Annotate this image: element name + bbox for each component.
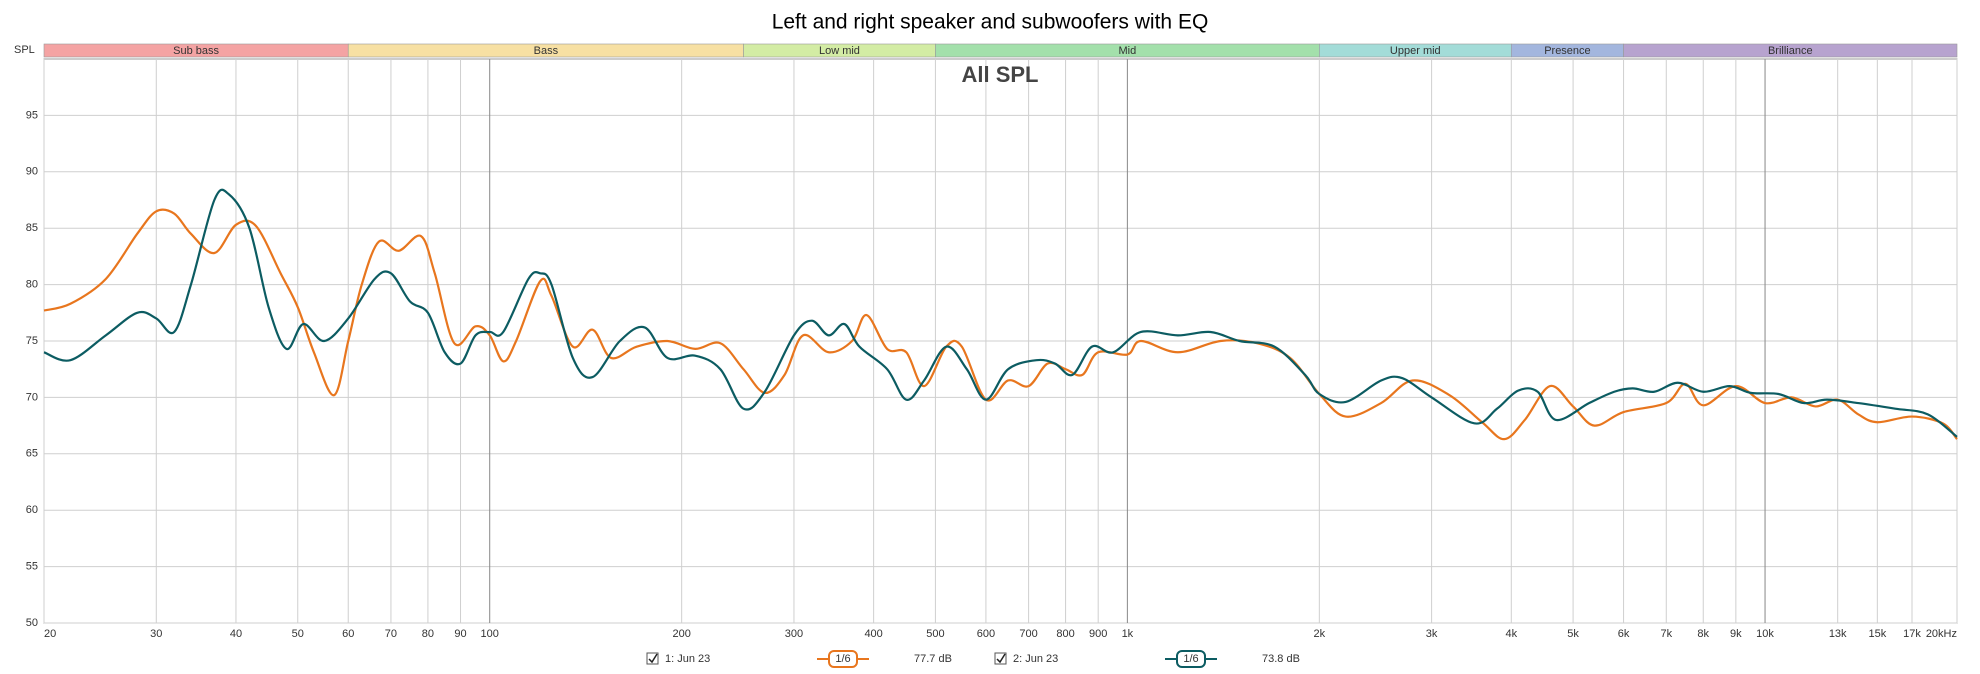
- x-tick-label: 2k: [1314, 628, 1326, 640]
- x-tick-label: 7k: [1660, 628, 1672, 640]
- legend-checkmark: [648, 653, 658, 664]
- legend-smoothing-box: [1176, 650, 1206, 668]
- x-tick-label: 6k: [1618, 628, 1630, 640]
- band-label: Bass: [534, 45, 559, 57]
- chart-title: Left and right speaker and subwoofers wi…: [772, 11, 1209, 34]
- y-tick-label: 55: [26, 561, 38, 573]
- band-bar: Sub bass Bass Low mid Mid Upper mid Presence B…: [43, 43, 1958, 58]
- x-tick-label: 500: [926, 628, 944, 640]
- band-label: Mid: [1119, 45, 1137, 57]
- band: [1623, 43, 1958, 58]
- band-label: Upper mid: [1390, 45, 1441, 57]
- x-tick-label: 40: [230, 628, 242, 640]
- legend-smoothing-box: [828, 650, 858, 668]
- band-label: Presence: [1544, 45, 1590, 57]
- x-tick-label: 9k: [1730, 628, 1742, 640]
- series-line: [43, 208, 1958, 441]
- x-tick-label: 800: [1056, 628, 1074, 640]
- legend-checkmark: [996, 653, 1006, 664]
- x-tick-label: 60: [342, 628, 354, 640]
- legend-level: 73.8 dB: [1262, 653, 1300, 665]
- x-tick-label: 5k: [1567, 628, 1579, 640]
- x-tick-label: 600: [977, 628, 995, 640]
- legend-label: 2: Jun 23: [1013, 653, 1058, 665]
- band-label: Brilliance: [1768, 45, 1813, 57]
- x-tick-label: 400: [864, 628, 882, 640]
- x-tick-label: 1k: [1122, 628, 1134, 640]
- legend-smoothing: 1/6: [1183, 653, 1198, 665]
- x-tick-label: 700: [1019, 628, 1037, 640]
- x-tick-label: 13k: [1829, 628, 1847, 640]
- legend-label: 1: Jun 23: [665, 653, 710, 665]
- legend-checkbox[interactable]: [646, 652, 659, 665]
- x-tick-label: 70: [385, 628, 397, 640]
- x-tick-label: 30: [150, 628, 162, 640]
- band-label: Sub bass: [173, 45, 219, 57]
- x-tick-label: 4k: [1505, 628, 1517, 640]
- x-tick-label: 50: [292, 628, 304, 640]
- y-tick-label: 85: [26, 222, 38, 234]
- x-tick-label: 900: [1089, 628, 1107, 640]
- band-label: Low mid: [819, 45, 860, 57]
- x-tick-label: 17k: [1903, 628, 1921, 640]
- legend: 1: Jun 23 1/6 77.7 dB 2: Jun 23 1/6 73.8 dB: [646, 650, 1300, 668]
- x-tick-label: 80: [422, 628, 434, 640]
- y-tick-label: 95: [26, 109, 38, 121]
- y-tick-label: 75: [26, 335, 38, 347]
- x-tick-label: 8k: [1697, 628, 1709, 640]
- y-tick-label: 65: [26, 448, 38, 460]
- y-tick-label: 50: [26, 617, 38, 629]
- y-tick-label: 60: [26, 504, 38, 516]
- x-tick-label: 300: [785, 628, 803, 640]
- legend-checkbox[interactable]: [994, 652, 1007, 665]
- annotation: All SPL: [961, 62, 1038, 87]
- series-line: [43, 188, 1958, 438]
- y-axis-label: SPL: [14, 44, 35, 56]
- x-tick-label: 3k: [1426, 628, 1438, 640]
- x-tick-label: 200: [672, 628, 690, 640]
- legend-level: 77.7 dB: [914, 653, 952, 665]
- x-tick-label: 10k: [1756, 628, 1774, 640]
- x-tick-label: 100: [481, 628, 499, 640]
- y-tick-label: 80: [26, 279, 38, 291]
- x-tick-label: 15k: [1868, 628, 1886, 640]
- x-tick-label: 20kHz: [1926, 628, 1957, 640]
- grid: 50 55 60 65 70 75 80 85 90 95 20 30 40 50 60 70 80 90 100 2…: [26, 59, 1958, 640]
- lines: [43, 188, 1958, 441]
- x-tick-label: 90: [454, 628, 466, 640]
- legend-smoothing: 1/6: [835, 653, 850, 665]
- y-tick-label: 70: [26, 391, 38, 403]
- y-tick-label: 90: [26, 166, 38, 178]
- x-tick-label: 20: [44, 628, 56, 640]
